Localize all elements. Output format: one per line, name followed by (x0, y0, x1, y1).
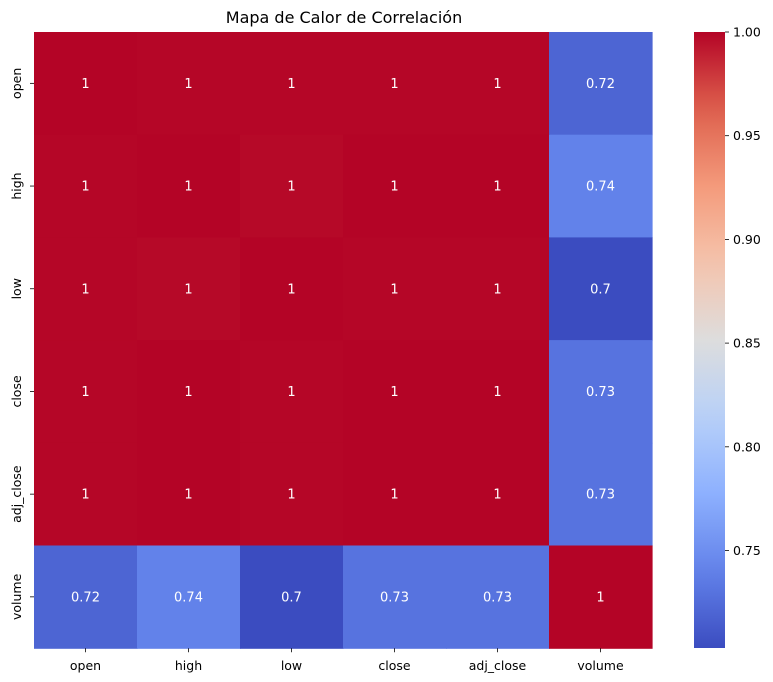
cell-annotation-high-open: 1 (81, 180, 89, 195)
y-tick-label-volume: volume (9, 573, 24, 620)
y-tick-label-low: low (9, 278, 24, 299)
cell-annotation-volume-close: 0.73 (380, 590, 409, 605)
cell-annotation-high-volume: 0.74 (586, 180, 615, 195)
chart-title: Mapa de Calor de Correlación (226, 8, 462, 27)
cell-annotation-high-adj_close: 1 (493, 180, 501, 195)
heatmap-cell-adj_close-open (34, 442, 138, 547)
heatmap-cell-high-high (137, 134, 241, 238)
cell-annotation-low-adj_close: 1 (493, 282, 501, 297)
cell-annotation-adj_close-high: 1 (184, 488, 192, 503)
cell-annotation-low-volume: 0.7 (590, 282, 611, 297)
cell-annotation-open-low: 1 (287, 77, 295, 92)
heatmap-cells: 1 1 1 1 1 0.72 1 1 1 1 1 0.74 1 1 1 1 1 0.7 1 1 1 1 1 0.73 1 1 1 1 1… (34, 32, 653, 649)
colorbar: 0.75 0.80 0.85 0.90 0.95 1.00 (694, 25, 761, 648)
x-tick-label-adj_close: adj_close (469, 658, 527, 673)
heatmap-cell-low-adj_close (446, 237, 550, 341)
cell-annotation-adj_close-volume: 0.73 (586, 488, 615, 503)
x-tick-label-low: low (281, 658, 302, 673)
heatmap-cell-open-close (343, 32, 447, 136)
heatmap-cell-high-close (343, 134, 447, 238)
heatmap-cell-low-open (34, 237, 138, 341)
heatmap-cell-high-volume (549, 134, 653, 238)
cell-annotation-high-close: 1 (390, 180, 398, 195)
heatmap-cell-close-high (137, 340, 241, 444)
colorbar-tick-label-0.85: 0.85 (733, 336, 761, 351)
colorbar-tick-label-1.00: 1.00 (733, 25, 761, 40)
cell-annotation-open-volume: 0.72 (586, 77, 615, 92)
cell-annotation-low-open: 1 (81, 282, 89, 297)
cell-annotation-low-close: 1 (390, 282, 398, 297)
heatmap-cell-low-high (137, 237, 241, 341)
cell-annotation-volume-adj_close: 0.73 (483, 590, 512, 605)
cell-annotation-close-adj_close: 1 (493, 385, 501, 400)
cell-annotation-adj_close-low: 1 (287, 488, 295, 503)
heatmap-cell-low-volume (549, 237, 653, 341)
heatmap-cell-volume-adj_close (446, 545, 550, 649)
heatmap-cell-volume-high (137, 545, 241, 649)
x-tick-label-high: high (175, 658, 202, 673)
heatmap-cell-adj_close-high (137, 442, 241, 547)
heatmap-cell-close-low (240, 340, 344, 444)
cell-annotation-open-open: 1 (81, 77, 89, 92)
cell-annotation-adj_close-close: 1 (390, 488, 398, 503)
cell-annotation-adj_close-adj_close: 1 (493, 488, 501, 503)
heatmap-cell-adj_close-low (240, 442, 344, 547)
heatmap-cell-open-low (240, 32, 344, 136)
heatmap-cell-volume-volume (549, 545, 653, 649)
cell-annotation-volume-low: 0.7 (281, 590, 302, 605)
cell-annotation-high-low: 1 (287, 180, 295, 195)
heatmap-cell-close-adj_close (446, 340, 550, 444)
heatmap-cell-adj_close-adj_close (446, 442, 550, 547)
cell-annotation-volume-high: 0.74 (174, 590, 203, 605)
cell-annotation-close-high: 1 (184, 385, 192, 400)
colorbar-tick-label-0.75: 0.75 (733, 543, 761, 558)
colorbar-tick-label-0.90: 0.90 (733, 232, 761, 247)
heatmap-cell-adj_close-close (343, 442, 447, 547)
x-tick-label-open: open (70, 658, 101, 673)
colorbar-tick-label-0.95: 0.95 (733, 128, 761, 143)
heatmap-cell-volume-open (34, 545, 138, 649)
x-tick-label-volume: volume (577, 658, 624, 673)
y-tick-label-close: close (9, 375, 24, 408)
cell-annotation-open-adj_close: 1 (493, 77, 501, 92)
heatmap-cell-close-open (34, 340, 138, 444)
x-tick-label-close: close (378, 658, 411, 673)
heatmap-cell-close-close (343, 340, 447, 444)
cell-annotation-low-low: 1 (287, 282, 295, 297)
cell-annotation-close-volume: 0.73 (586, 385, 615, 400)
cell-annotation-low-high: 1 (184, 282, 192, 297)
cell-annotation-open-high: 1 (184, 77, 192, 92)
cell-annotation-high-high: 1 (184, 180, 192, 195)
colorbar-gradient (694, 32, 725, 648)
heatmap-cell-adj_close-volume (549, 442, 653, 547)
cell-annotation-close-low: 1 (287, 385, 295, 400)
y-tick-label-adj_close: adj_close (9, 465, 24, 523)
cell-annotation-open-close: 1 (390, 77, 398, 92)
heatmap-cell-volume-close (343, 545, 447, 649)
heatmap-cell-high-low (240, 134, 344, 238)
heatmap-cell-low-close (343, 237, 447, 341)
heatmap-cell-open-adj_close (446, 32, 550, 136)
heatmap-cell-open-high (137, 32, 241, 136)
heatmap-cell-volume-low (240, 545, 344, 649)
cell-annotation-close-open: 1 (81, 385, 89, 400)
heatmap-cell-open-volume (549, 32, 653, 136)
heatmap-cell-close-volume (549, 340, 653, 444)
colorbar-tick-label-0.80: 0.80 (733, 439, 761, 454)
heatmap-cell-open-open (34, 32, 138, 136)
cell-annotation-close-close: 1 (390, 385, 398, 400)
cell-annotation-volume-volume: 1 (596, 590, 604, 605)
cell-annotation-volume-open: 0.72 (71, 590, 100, 605)
y-tick-label-open: open (9, 68, 24, 99)
cell-annotation-adj_close-open: 1 (81, 488, 89, 503)
heatmap-cell-low-low (240, 237, 344, 341)
y-tick-label-high: high (9, 172, 24, 199)
heatmap-cell-high-open (34, 134, 138, 238)
heatmap-cell-high-adj_close (446, 134, 550, 238)
x-axis: open high low close adj_close volume (70, 648, 624, 673)
